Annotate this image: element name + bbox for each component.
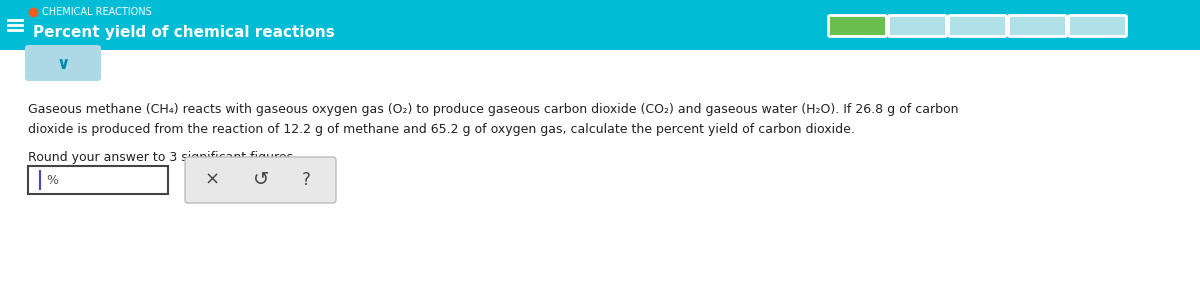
- FancyBboxPatch shape: [25, 45, 101, 81]
- FancyBboxPatch shape: [948, 15, 1007, 36]
- Text: Round your answer to 3 significant figures.: Round your answer to 3 significant figur…: [28, 151, 298, 165]
- FancyBboxPatch shape: [888, 15, 947, 36]
- FancyBboxPatch shape: [1008, 15, 1067, 36]
- Text: Gaseous methane (CH₄) reacts with gaseous oxygen gas (O₂) to produce gaseous car: Gaseous methane (CH₄) reacts with gaseou…: [28, 104, 959, 116]
- FancyBboxPatch shape: [828, 15, 887, 36]
- Text: %: %: [46, 173, 58, 187]
- FancyBboxPatch shape: [185, 157, 336, 203]
- FancyBboxPatch shape: [28, 166, 168, 194]
- Text: CHEMICAL REACTIONS: CHEMICAL REACTIONS: [42, 7, 151, 17]
- FancyBboxPatch shape: [1068, 15, 1127, 36]
- Text: ×: ×: [204, 171, 220, 189]
- Bar: [0, 0, 1200, 50]
- Text: Percent yield of chemical reactions: Percent yield of chemical reactions: [34, 26, 335, 41]
- Text: ∨: ∨: [56, 55, 70, 73]
- Text: ?: ?: [301, 171, 311, 189]
- Text: ↺: ↺: [253, 170, 269, 190]
- Text: dioxide is produced from the reaction of 12.2 g of methane and 65.2 g of oxygen : dioxide is produced from the reaction of…: [28, 123, 854, 136]
